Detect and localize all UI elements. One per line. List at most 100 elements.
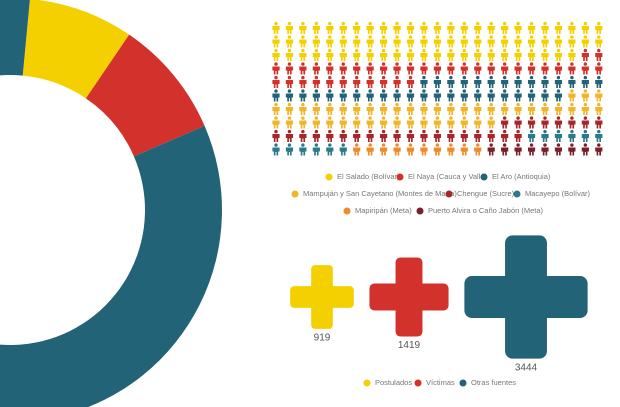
person-icon: [420, 102, 428, 115]
icon-body: [272, 66, 280, 75]
icon-body: [299, 93, 307, 102]
icon-head: [462, 62, 466, 66]
icon-body: [541, 53, 549, 61]
icon-head: [435, 89, 440, 93]
person-icon: [299, 143, 307, 156]
person-icon: [299, 129, 307, 142]
icon-head: [462, 21, 466, 26]
icon-head: [516, 62, 520, 66]
icon-body: [501, 26, 509, 34]
icon-body: [272, 134, 280, 142]
icon-body: [285, 107, 294, 115]
icon-body: [312, 53, 320, 61]
icon-body: [568, 120, 576, 129]
icon-body: [380, 93, 388, 102]
icon-body: [272, 80, 280, 88]
icon-body: [366, 93, 374, 102]
person-icon: [326, 143, 334, 156]
icon-body: [353, 134, 361, 142]
icon-head: [516, 102, 520, 107]
person-icon: [487, 89, 495, 102]
icon-body: [312, 93, 320, 102]
icon-head: [328, 143, 332, 147]
person-icon: [285, 89, 294, 102]
person-icon: [406, 48, 415, 61]
icon-head: [583, 143, 588, 147]
person-icon: [474, 62, 482, 75]
person-icon: [541, 75, 549, 88]
icon-head: [529, 48, 534, 53]
icon-body: [568, 134, 576, 142]
icon-head: [355, 102, 359, 107]
person-icon: [353, 116, 361, 129]
person-icon: [272, 21, 280, 34]
icon-head: [301, 89, 305, 93]
icon-head: [516, 129, 520, 134]
person-icon: [312, 116, 320, 129]
person-icon: [514, 48, 522, 61]
person-icon: [339, 89, 347, 102]
person-icon: [447, 102, 455, 115]
person-icon: [312, 62, 320, 75]
person-icon: [595, 89, 603, 102]
icon-body: [568, 147, 576, 156]
person-icon: [501, 143, 509, 156]
icon-head: [381, 48, 386, 53]
icon-head: [395, 48, 399, 53]
icon-body: [595, 107, 603, 115]
icon-head: [597, 102, 601, 107]
icon-body: [406, 120, 415, 129]
person-icon: [433, 75, 441, 88]
person-icon: [541, 116, 549, 129]
person-icon: [487, 143, 495, 156]
person-icon: [474, 48, 482, 61]
icon-body: [527, 134, 536, 142]
icon-body: [501, 66, 509, 75]
person-icon: [474, 35, 482, 48]
person-icon: [366, 75, 374, 88]
icon-head: [287, 62, 292, 66]
icon-head: [341, 35, 345, 39]
icon-head: [355, 143, 359, 147]
person-icon: [366, 48, 374, 61]
icon-body: [272, 39, 280, 48]
icon-body: [595, 80, 603, 88]
pictogram-group: [272, 129, 603, 156]
icon-body: [272, 93, 280, 102]
icon-head: [476, 116, 480, 120]
person-icon: [474, 21, 482, 34]
person-icon: [487, 129, 495, 142]
icon-body: [541, 80, 549, 88]
donut-segment: [85, 34, 205, 157]
icon-body: [339, 134, 347, 142]
person-icon: [541, 102, 549, 115]
person-icon: [433, 102, 441, 115]
icon-body: [487, 134, 495, 142]
icon-head: [516, 116, 520, 120]
icon-body: [393, 120, 401, 129]
person-icon: [406, 116, 415, 129]
person-icon: [487, 48, 495, 61]
icon-body: [474, 26, 482, 34]
person-icon: [595, 21, 603, 34]
icon-body: [568, 53, 576, 61]
person-icon: [581, 129, 589, 142]
icon-body: [380, 66, 388, 75]
icon-body: [406, 93, 415, 102]
person-icon: [568, 129, 576, 142]
icon-body: [339, 66, 347, 75]
icon-body: [353, 26, 361, 34]
icon-body: [339, 120, 347, 129]
person-icon: [406, 75, 415, 88]
icon-body: [581, 39, 589, 48]
icon-head: [529, 75, 534, 80]
icon-body: [460, 107, 468, 115]
icon-body: [285, 66, 294, 75]
icon-body: [514, 26, 522, 34]
person-icon: [460, 35, 468, 48]
person-icon: [312, 21, 320, 34]
person-icon: [380, 129, 388, 142]
legend-swatch: [459, 379, 467, 387]
icon-head: [355, 62, 359, 66]
person-icon: [568, 48, 576, 61]
